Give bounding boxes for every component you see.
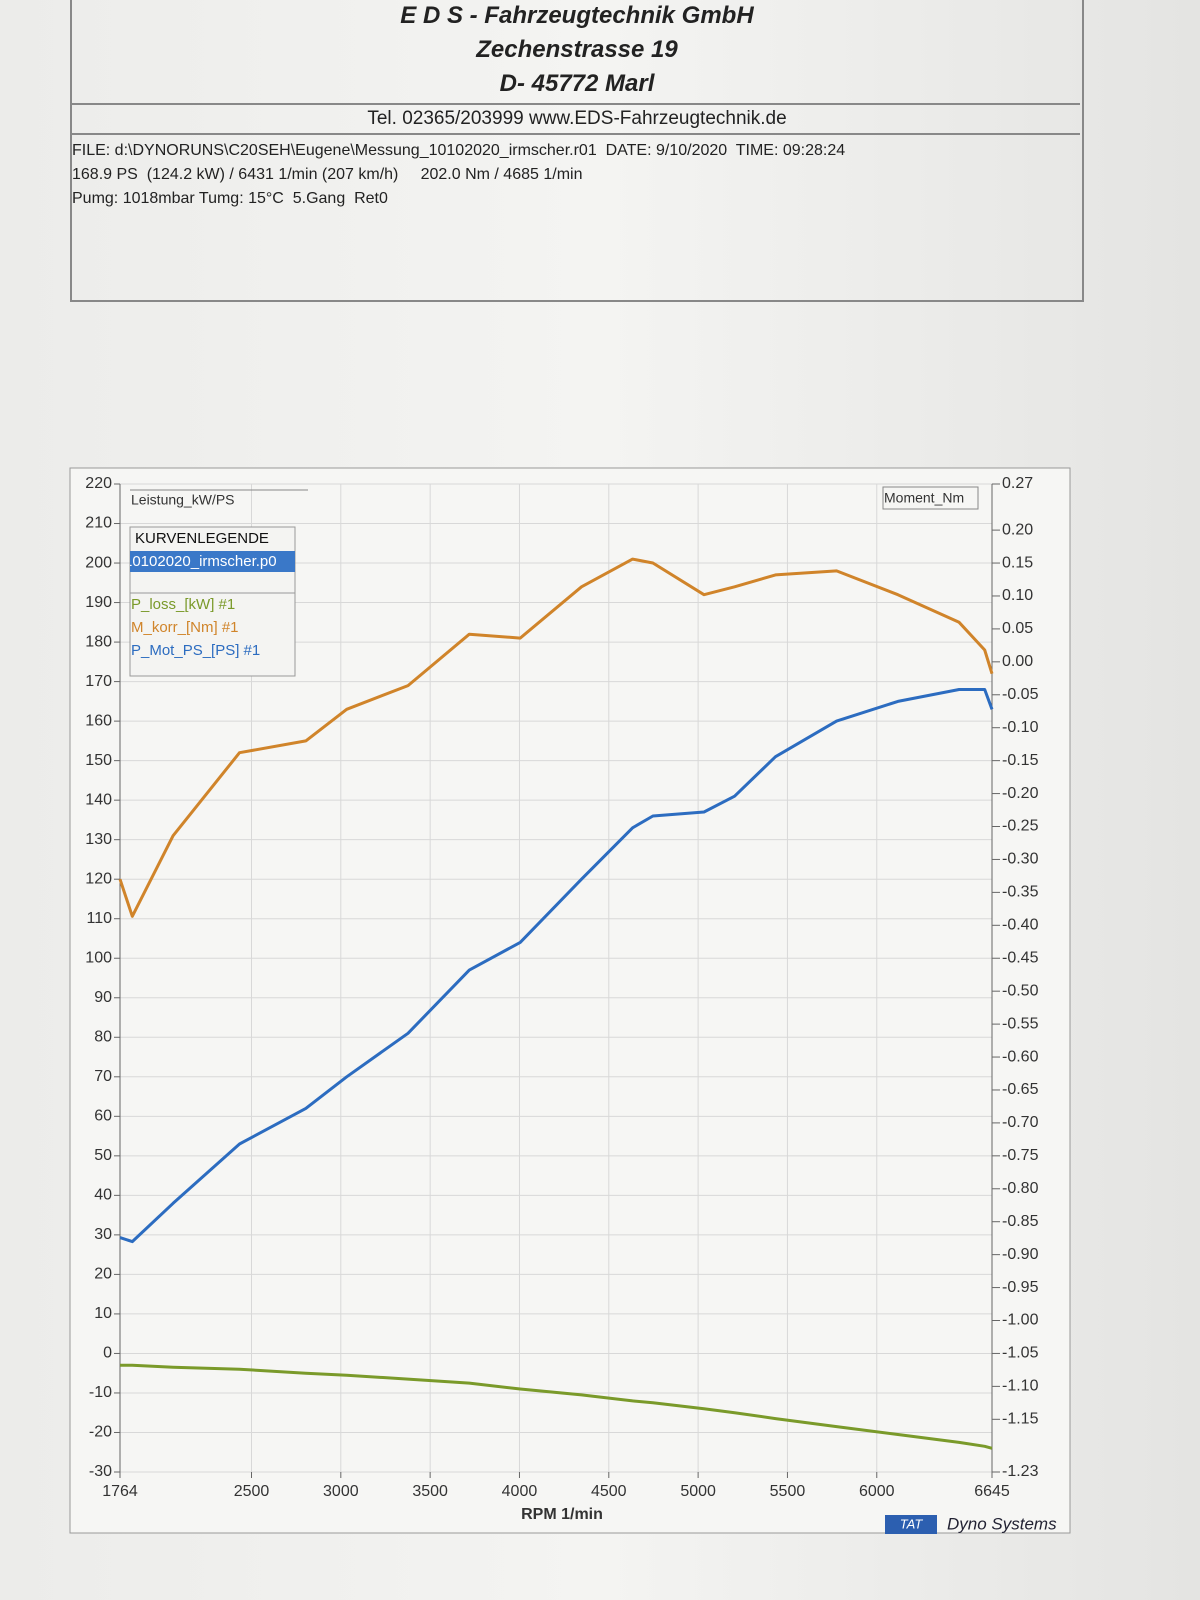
x-tick-label: 3000 (323, 1483, 359, 1500)
y2-tick-label: -0.40 (1002, 917, 1039, 934)
x-tick-label: 1764 (102, 1483, 138, 1500)
y-tick-label: 190 (85, 594, 112, 611)
y-tick-label: 80 (94, 1028, 112, 1045)
y2-tick-label: -0.45 (1002, 949, 1039, 966)
company: E D S - Fahrzeugtechnik GmbH (400, 2, 754, 29)
y2-tick-label: -0.30 (1002, 851, 1039, 868)
y-tick-label: 100 (85, 949, 112, 966)
y-tick-label: 220 (85, 475, 112, 492)
y-tick-label: 70 (94, 1068, 112, 1085)
y-tick-label: 170 (85, 673, 112, 690)
contact-box (70, 103, 1080, 135)
x-tick-label: 6645 (974, 1483, 1010, 1500)
y-axis-label: Leistung_kW/PS (131, 492, 235, 508)
y2-tick-label: 0.10 (1002, 587, 1033, 604)
brand-badge-bg (885, 1515, 937, 1534)
series-line (118, 557, 994, 918)
legend-title: KURVENLEGENDE (135, 530, 269, 547)
y-tick-label: 90 (94, 989, 112, 1006)
info-line: 168.9 PS (124.2 kW) / 6431 1/min (207 km… (72, 166, 583, 183)
x-tick-label: 4000 (502, 1483, 538, 1500)
y-tick-label: 10 (94, 1305, 112, 1322)
y-tick-label: 30 (94, 1226, 112, 1243)
y2-tick-label: -0.10 (1002, 719, 1039, 736)
x-tick-label: 2500 (234, 1483, 270, 1500)
street: Zechenstrasse 19 (476, 36, 678, 63)
y2-tick-label: -0.20 (1002, 785, 1039, 802)
y-tick-label: 150 (85, 752, 112, 769)
info-line: FILE: d:\DYNORUNS\C20SEH\Eugene\Messung_… (72, 142, 846, 159)
y-tick-label: 140 (85, 791, 112, 808)
y-tick-label: 210 (85, 515, 112, 532)
y2-tick-label: 0.27 (1002, 475, 1033, 492)
y-tick-label: 40 (94, 1187, 112, 1204)
y-tick-label: 160 (85, 712, 112, 729)
x-axis-label: RPM 1/min (521, 1506, 603, 1523)
y-tick-label: 50 (94, 1147, 112, 1164)
y-tick-label: -30 (89, 1463, 112, 1480)
info-line: Pumg: 1018mbar Tumg: 15°C 5.Gang Ret0 (72, 190, 388, 207)
y2-tick-label: -0.90 (1002, 1246, 1039, 1263)
y2-tick-label: -1.00 (1002, 1312, 1039, 1329)
series-line (119, 688, 994, 1244)
y2-tick-label: -0.65 (1002, 1081, 1039, 1098)
series-line (120, 1363, 993, 1450)
y2-tick-label: -0.15 (1002, 752, 1039, 769)
brand-badge: TAT (900, 1516, 924, 1531)
y2-tick-label: -0.95 (1002, 1279, 1039, 1296)
x-tick-label: 6000 (859, 1483, 895, 1500)
y2-tick-label: -0.60 (1002, 1048, 1039, 1065)
x-tick-label: 3500 (412, 1483, 448, 1500)
y2-tick-label: -0.35 (1002, 884, 1039, 901)
x-tick-label: 4500 (591, 1483, 627, 1500)
y2-tick-label: -0.85 (1002, 1213, 1039, 1230)
y-tick-label: 20 (94, 1266, 112, 1283)
y2-tick-label: -1.15 (1002, 1411, 1039, 1428)
y2-axis-label: Moment_Nm (884, 490, 964, 506)
y2-tick-label: -0.75 (1002, 1147, 1039, 1164)
legend-file-bg (130, 551, 295, 572)
y2-tick-label: 0.00 (1002, 653, 1033, 670)
brand: Dyno Systems (947, 1514, 1057, 1533)
legend-entry: P_loss_[kW] #1 (131, 596, 235, 613)
y-tick-label: -10 (89, 1384, 112, 1401)
y2-tick-label: -1.05 (1002, 1345, 1039, 1362)
y2-tick-label: 0.20 (1002, 521, 1033, 538)
y2-tick-label: -0.25 (1002, 818, 1039, 835)
y2-tick-label: -0.05 (1002, 686, 1039, 703)
legend-entry: P_Mot_PS_[PS] #1 (131, 642, 260, 659)
y-tick-label: 120 (85, 870, 112, 887)
y-tick-label: -20 (89, 1424, 112, 1441)
y-tick-label: 60 (94, 1108, 112, 1125)
x-tick-label: 5000 (680, 1483, 716, 1500)
y-tick-label: 110 (86, 910, 112, 927)
y2-tick-label: -0.80 (1002, 1180, 1039, 1197)
legend-file: 10102020_irmscher.p0 (124, 553, 277, 570)
y-tick-label: 200 (85, 554, 112, 571)
x-tick-label: 5500 (770, 1483, 806, 1500)
y2-tick-label: -1.10 (1002, 1378, 1039, 1395)
y-tick-label: 0 (103, 1345, 112, 1362)
y2-tick-label: 0.15 (1002, 554, 1033, 571)
label-box (882, 486, 979, 510)
y2-tick-label: -0.70 (1002, 1114, 1039, 1131)
legend-entry: M_korr_[Nm] #1 (131, 619, 239, 636)
y-tick-label: 130 (85, 831, 112, 848)
y2-tick-label: -1.23 (1002, 1463, 1039, 1480)
y2-tick-label: -0.55 (1002, 1015, 1039, 1032)
contact: Tel. 02365/203999 www.EDS-Fahrzeugtechni… (367, 108, 787, 129)
y2-tick-label: 0.05 (1002, 620, 1033, 637)
y2-tick-label: -0.50 (1002, 982, 1039, 999)
city: D- 45772 Marl (499, 70, 655, 97)
header-box (70, 0, 1084, 302)
y-tick-label: 180 (85, 633, 112, 650)
